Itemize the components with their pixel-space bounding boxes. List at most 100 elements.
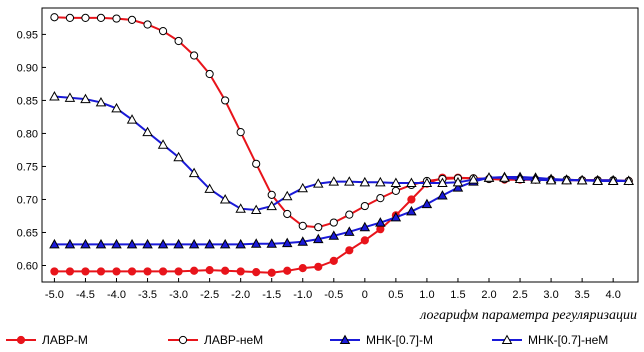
data-point (112, 267, 121, 276)
data-point (221, 96, 230, 105)
data-point (127, 15, 137, 24)
data-point (95, 238, 107, 249)
legend-swatch-marker (339, 334, 351, 345)
x-axis-title: логарифм параметра регуляризации (419, 308, 637, 323)
data-point (360, 236, 369, 245)
x-tick-label: 0.5 (388, 289, 403, 301)
data-point (158, 267, 168, 276)
data-point (205, 69, 214, 79)
data-point (204, 238, 215, 249)
data-point (607, 175, 619, 186)
data-point (65, 267, 75, 276)
x-tick-label: 3.5 (574, 289, 589, 301)
data-point (267, 190, 276, 199)
data-point (127, 267, 137, 276)
legend-swatch-marker (501, 334, 513, 345)
data-point (143, 267, 152, 276)
data-point (297, 182, 308, 193)
data-point (235, 238, 246, 249)
series-layer (49, 13, 634, 277)
data-point (344, 226, 355, 236)
data-point (219, 238, 231, 249)
data-point (126, 114, 138, 124)
x-tick-label: 1.5 (450, 289, 465, 301)
data-point (406, 205, 417, 216)
legend-label: ЛАВР-неМ (204, 333, 263, 347)
x-tick-label: -3.5 (138, 289, 157, 301)
data-point (188, 167, 200, 178)
data-point (267, 268, 276, 277)
legend-label: МНК-[0.7]-неМ (528, 333, 608, 347)
data-point (407, 195, 416, 204)
data-point (250, 204, 262, 215)
data-point (80, 238, 91, 249)
series-4 (49, 91, 634, 215)
x-tick-label: -1.5 (262, 289, 281, 301)
y-tick-label: 0.80 (17, 128, 38, 140)
data-point (236, 128, 245, 137)
data-point (252, 159, 261, 168)
data-point (390, 211, 402, 222)
data-point (561, 174, 572, 185)
y-tick-label: 0.60 (17, 260, 38, 272)
x-tick-label: 2.0 (481, 289, 496, 301)
data-point (111, 102, 122, 113)
data-point (281, 237, 293, 248)
data-point (142, 238, 153, 249)
y-axis: 0.60 0.65 0.70 0.75 0.80 0.85 0.90 0.95 (17, 29, 46, 272)
data-point (252, 267, 261, 277)
data-point (266, 238, 277, 248)
data-point (313, 178, 324, 188)
data-point (314, 223, 323, 232)
x-tick-label: 4.0 (606, 289, 621, 301)
legend-entry-2: ЛАВР-неМ (168, 333, 263, 347)
data-point (452, 176, 464, 187)
data-point (236, 267, 245, 276)
x-tick-label: 3.0 (543, 289, 558, 301)
x-tick-label: -4.0 (107, 289, 126, 301)
data-point (283, 266, 292, 275)
data-point (623, 175, 634, 186)
data-point (545, 174, 557, 185)
data-point (50, 13, 59, 22)
data-point (328, 176, 340, 186)
data-point (219, 194, 231, 204)
data-point (345, 246, 354, 255)
data-point (514, 173, 526, 184)
data-point (157, 139, 169, 149)
x-tick-label: -4.5 (76, 289, 95, 301)
data-point (298, 264, 307, 273)
x-tick-label: -3.0 (169, 289, 188, 301)
data-point (297, 236, 308, 246)
y-tick-label: 0.95 (17, 29, 38, 41)
data-point (391, 186, 400, 195)
data-point (126, 238, 138, 249)
x-tick-label: -2.5 (200, 289, 219, 301)
data-point (375, 217, 386, 227)
data-point (298, 221, 307, 230)
data-point (95, 96, 107, 107)
data-point (266, 200, 277, 211)
data-point (390, 177, 402, 187)
legend-label: ЛАВР-М (42, 333, 88, 347)
data-point (329, 256, 338, 265)
data-point (96, 13, 106, 23)
data-point (65, 13, 75, 23)
data-point (437, 177, 448, 187)
x-tick-label: -0.5 (324, 289, 343, 301)
y-tick-label: 0.75 (17, 161, 38, 173)
data-point (221, 266, 230, 275)
data-point (80, 93, 91, 104)
data-point (452, 182, 464, 192)
y-tick-label: 0.85 (17, 95, 38, 107)
x-axis: -5.0 -4.5 -4.0 -3.5 -3.0 -2.5 -2.0 -1.5 -1.0 -0.5… (45, 278, 621, 301)
data-point (157, 238, 169, 249)
data-point (96, 267, 106, 276)
data-point (205, 266, 214, 275)
data-point (64, 238, 76, 249)
x-tick-label: -1.0 (293, 289, 312, 301)
data-point (360, 201, 369, 211)
legend-entry-1: ЛАВР-М (6, 333, 88, 347)
data-point (250, 238, 262, 248)
